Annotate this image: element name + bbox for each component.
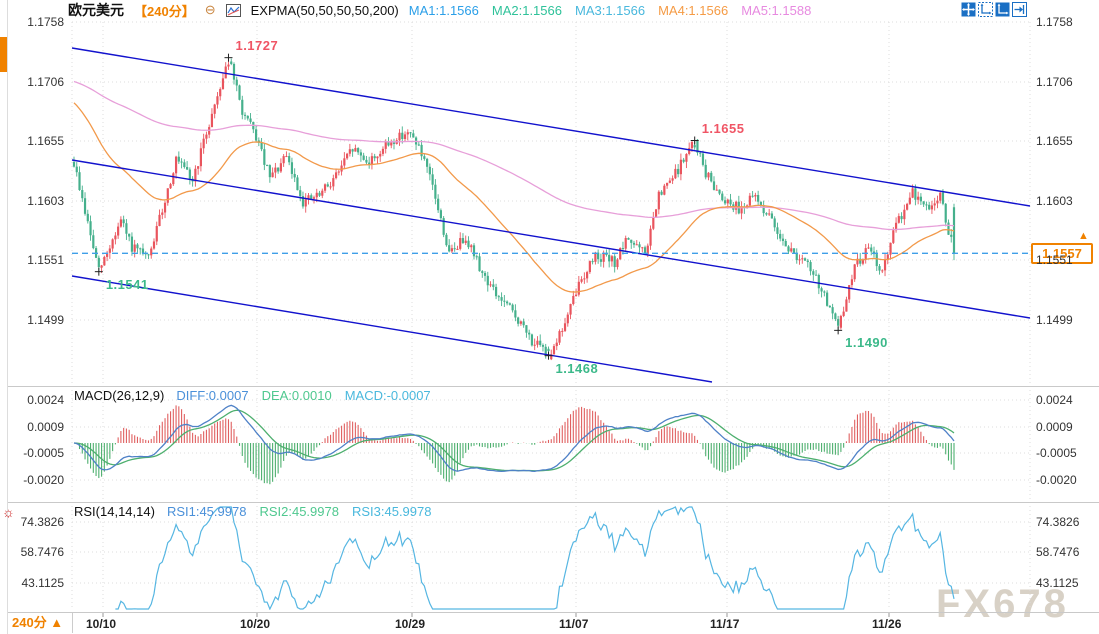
date-axis-label: 11/17 (710, 617, 740, 631)
rsi-axis-label-left: 43.1125 (21, 576, 65, 590)
current-price-badge: 1.1557 (1031, 243, 1093, 264)
price-axis-label-right: 1.1706 (1036, 75, 1073, 89)
macd-name[interactable]: MACD(26,12,9) (74, 388, 165, 403)
ma-value-2: MA3:1.1566 (574, 2, 646, 18)
price-axis-label-right: 1.1499 (1036, 313, 1073, 327)
macd-axis-label-right: -0.0005 (1036, 446, 1077, 460)
ma-values: MA1:1.1566 MA2:1.1566 MA3:1.1566 MA4:1.1566… (409, 3, 812, 18)
rsi-header: RSI(14,14,14) RSI1:45.9978 RSI2:45.9978 RS… (74, 504, 431, 519)
left-rail (0, 0, 8, 634)
price-axis-label-left: 1.1758 (27, 15, 64, 29)
price-annotation: 1.1468 (555, 360, 599, 376)
indicator-label[interactable]: EXPMA(50,50,50,50,200) (250, 2, 399, 18)
macd-axis-label-left: -0.0005 (23, 446, 64, 460)
rsi-axis-label-right: 43.1125 (1036, 576, 1079, 590)
macd-axis-label-right: -0.0020 (1036, 473, 1077, 487)
ma-value-1: MA2:1.1566 (491, 2, 562, 18)
price-axis-label-right: 1.1655 (1036, 134, 1073, 148)
rsi-value-2: RSI3:45.9978 (351, 504, 432, 519)
rsi-axis-label-right: 58.7476 (1036, 545, 1080, 559)
symbol-title: 欧元美元 (68, 2, 124, 18)
chart-toolbar (961, 2, 1027, 17)
price-axis-label-left: 1.1551 (27, 253, 64, 267)
axis-range-active-icon[interactable] (995, 2, 1010, 17)
watermark: FX678 (936, 582, 1069, 626)
ma-value-4: MA5:1.1588 (741, 2, 812, 18)
indicator-settings-icon[interactable]: ☼ (2, 504, 15, 520)
minus-circle-icon[interactable]: ⊖ (204, 2, 216, 17)
rsi-value-0: RSI1:45.9978 (166, 504, 247, 519)
indicator-chart-icon[interactable] (225, 3, 241, 17)
price-annotation: 1.1727 (235, 37, 279, 53)
price-up-arrow-icon: ▲ (1078, 230, 1089, 242)
ma-value-3: MA4:1.1566 (658, 2, 729, 18)
rsi-axis-label-left: 74.3826 (20, 515, 64, 529)
exit-chart-icon[interactable] (1012, 2, 1027, 17)
price-annotation: 1.1490 (845, 335, 888, 351)
left-rail-scroll-thumb[interactable] (0, 37, 7, 72)
price-axis-label-left: 1.1655 (27, 134, 64, 148)
macd-values: DIFF:0.0007 DEA:0.0010 MACD:-0.0007 (176, 388, 430, 403)
rsi-name[interactable]: RSI(14,14,14) (74, 504, 155, 519)
date-axis-label: 11/26 (872, 617, 902, 631)
chart-header: 欧元美元 【240分】 ⊖ EXPMA(50,50,50,50,200) MA1… (68, 0, 811, 20)
macd-header: MACD(26,12,9) DIFF:0.0007 DEA:0.0010 MACD:… (74, 388, 431, 403)
price-annotation: 1.1655 (701, 120, 745, 136)
price-axis-label-left: 1.1603 (27, 194, 64, 208)
macd-axis-label-right: 0.0009 (1036, 420, 1073, 434)
macd-axis-label-left: 0.0024 (27, 393, 64, 407)
period-label[interactable]: 【240分】 (134, 3, 195, 19)
date-axis-label: 10/29 (395, 617, 426, 631)
rsi-axis-label-left: 58.7476 (20, 545, 64, 559)
price-annotation: 1.1541 (105, 276, 149, 292)
macd-value-0: DIFF:0.0007 (176, 388, 249, 403)
rsi-value-1: RSI2:45.9978 (259, 504, 339, 519)
date-axis-label: 11/07 (559, 617, 589, 631)
macd-value-1: DEA:0.0010 (261, 388, 332, 403)
date-axis-label: 10/20 (240, 617, 271, 631)
macd-value-2: MACD:-0.0007 (344, 388, 431, 403)
ma-value-0: MA1:1.1566 (408, 2, 479, 18)
pan-crosshair-icon[interactable] (961, 2, 976, 17)
period-selector[interactable]: 240分 ▲ (8, 613, 73, 633)
macd-axis-label-left: 0.0009 (27, 420, 64, 434)
rsi-axis-label-right: 74.3826 (1036, 515, 1080, 529)
macd-axis-label-left: -0.0020 (23, 473, 64, 487)
price-axis-label-left: 1.1499 (27, 313, 64, 327)
rsi-values: RSI1:45.9978 RSI2:45.9978 RSI3:45.9978 (167, 504, 432, 519)
date-axis-label: 10/10 (86, 617, 117, 631)
price-axis-label-right: 1.1551 (1036, 253, 1073, 267)
macd-axis-label-right: 0.0024 (1036, 393, 1073, 407)
price-axis-label-right: 1.1603 (1036, 194, 1073, 208)
price-axis-label-right: 1.1758 (1036, 15, 1073, 29)
price-axis-label-left: 1.1706 (27, 75, 64, 89)
period-selector-label: 240分 ▲ (12, 615, 64, 630)
axis-range-icon[interactable] (978, 2, 993, 17)
